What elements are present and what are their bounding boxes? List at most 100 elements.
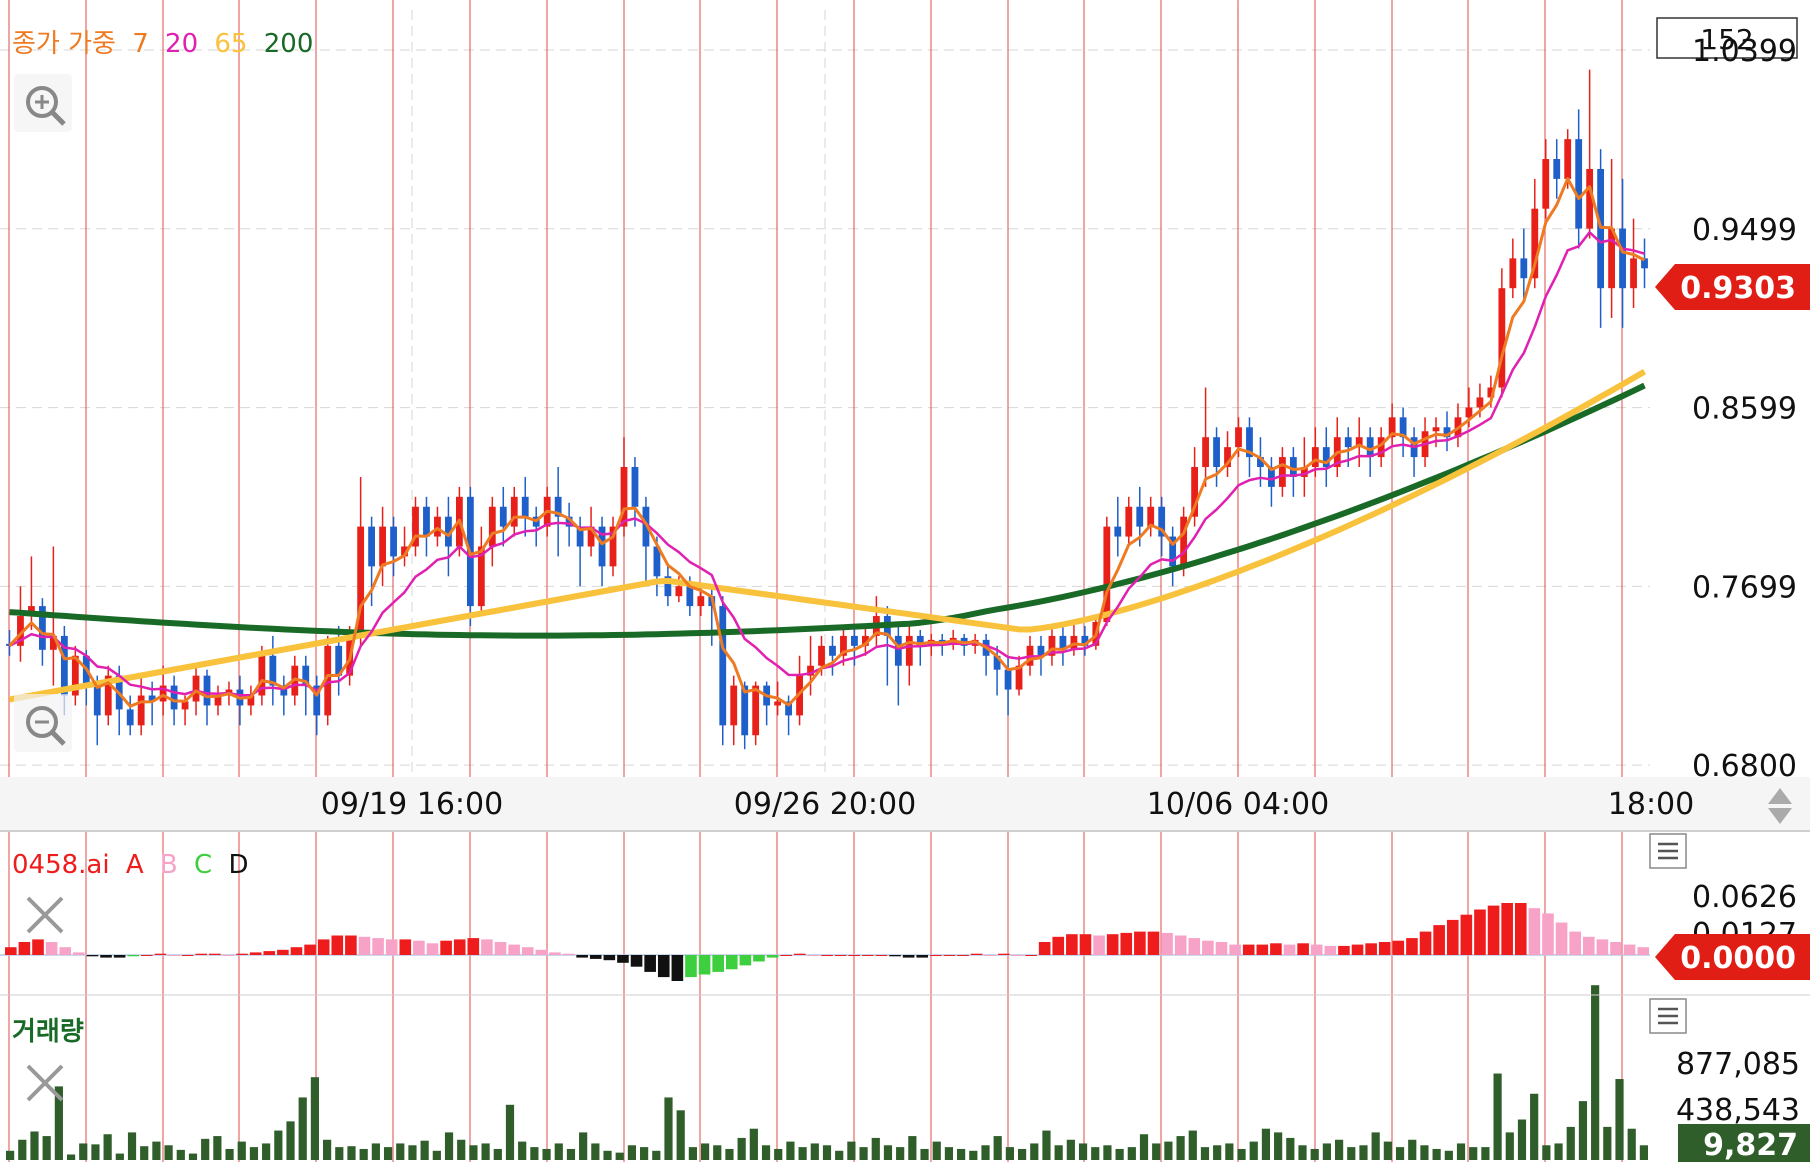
oscillator-legend: 0458.ai A B C D	[12, 850, 248, 880]
oscillator-bar	[453, 939, 466, 955]
oscillator-bar	[780, 955, 792, 956]
candle-body	[401, 546, 408, 557]
oscillator-bar	[644, 955, 656, 972]
candle-body	[1037, 645, 1045, 656]
volume-bar	[432, 1150, 441, 1160]
volume-bar	[1286, 1137, 1295, 1160]
candle-body	[1520, 258, 1528, 279]
candle-body	[1498, 288, 1506, 388]
volume-bar	[713, 1145, 722, 1160]
volume-bar	[1066, 1139, 1075, 1160]
candle-body	[993, 655, 1001, 670]
oscillator-bar	[1174, 935, 1187, 955]
volume-bar	[152, 1141, 161, 1160]
candle-body	[675, 586, 683, 597]
candle-body	[1169, 536, 1177, 567]
oscillator-bar	[1378, 942, 1391, 955]
oscillator-bar	[834, 955, 847, 956]
legend-d: D	[228, 850, 248, 880]
oscillator-bar	[576, 955, 588, 958]
menu-icon[interactable]	[1649, 833, 1687, 869]
ma-200-line	[9, 382, 1646, 639]
candle-body	[598, 526, 606, 567]
zoom-in-icon[interactable]	[14, 74, 72, 132]
candle-body	[1388, 417, 1396, 438]
volume-bar	[1542, 1145, 1551, 1160]
volume-bar	[127, 1132, 137, 1160]
zoom-out-icon[interactable]	[14, 694, 72, 752]
volume-bar	[1103, 1145, 1112, 1160]
volume-bar	[1615, 1079, 1624, 1160]
candle-body	[104, 675, 112, 716]
price-tick-label: 1.0399	[1692, 34, 1797, 69]
volume-bar	[1005, 1147, 1014, 1160]
legend-ma200: 200	[264, 29, 314, 59]
ma-65-line	[8, 369, 1647, 703]
volume-bar	[1213, 1145, 1222, 1160]
candle-body	[1081, 635, 1089, 646]
volume-bar	[554, 1143, 563, 1160]
close-icon[interactable]	[26, 896, 64, 934]
candle-body	[697, 596, 705, 607]
candle-body	[840, 635, 847, 656]
oscillator-bar	[263, 951, 276, 955]
oscillator-tick: 0.0626	[1692, 880, 1797, 915]
candle-body	[653, 546, 661, 577]
candle-body	[60, 635, 68, 696]
volume-bar	[774, 1148, 783, 1160]
ma-20-line	[8, 231, 1645, 697]
volume-bar	[371, 1143, 380, 1160]
volume-bar	[225, 1148, 234, 1160]
oscillator-bar	[1623, 944, 1636, 955]
volume-bar	[688, 1147, 697, 1160]
volume-bar	[530, 1147, 539, 1160]
grid-lines	[0, 10, 1650, 775]
volume-bar	[1139, 1134, 1149, 1160]
volume-bar	[676, 1110, 685, 1160]
volume-bar	[908, 1136, 917, 1160]
candle-body	[214, 695, 222, 706]
volume-bar	[1310, 1148, 1319, 1160]
oscillator-bar	[1066, 934, 1078, 955]
candle-body	[499, 506, 507, 527]
volume-bar	[201, 1138, 210, 1160]
candle-body	[192, 675, 200, 702]
oscillator-bar	[1338, 945, 1350, 955]
volume-bar	[176, 1149, 185, 1160]
price-tick-label: 0.7699	[1692, 570, 1797, 605]
oscillator-bar	[399, 939, 412, 955]
volume-bar	[1334, 1139, 1344, 1160]
oscillator-bar	[617, 955, 629, 963]
volume-bar	[1030, 1143, 1039, 1160]
axis-scroll-arrows-icon[interactable]	[1768, 788, 1792, 824]
candle-body	[148, 695, 156, 702]
oscillator-bar	[1351, 944, 1364, 955]
candle-body	[1366, 437, 1374, 458]
oscillator-bar	[1011, 955, 1024, 956]
close-icon[interactable]	[26, 1064, 64, 1102]
candle-body	[752, 685, 760, 736]
candle-body	[269, 655, 277, 686]
volume-bar	[1481, 1147, 1490, 1160]
volume-bar	[1176, 1136, 1185, 1160]
oscillator-bar	[970, 953, 983, 955]
volume-bar	[30, 1131, 39, 1160]
volume-bar	[1274, 1132, 1283, 1160]
oscillator-bar	[1501, 903, 1513, 955]
menu-icon[interactable]	[1649, 998, 1687, 1034]
candle-body	[510, 496, 518, 527]
candle-body	[137, 695, 145, 726]
volume-bar	[335, 1147, 344, 1160]
oscillator-current-badge: 0.0000	[1655, 934, 1810, 980]
candle-body	[1257, 457, 1264, 468]
volume-bar	[1530, 1093, 1539, 1160]
candle-body	[1377, 437, 1385, 458]
oscillator-bar	[753, 955, 765, 962]
oscillator-bar	[317, 939, 330, 955]
volume-bar	[188, 1153, 198, 1160]
volume-bar	[1017, 1148, 1027, 1160]
candle-body	[1125, 506, 1133, 537]
oscillator-bar	[1419, 931, 1432, 955]
candle-body	[1059, 635, 1067, 650]
